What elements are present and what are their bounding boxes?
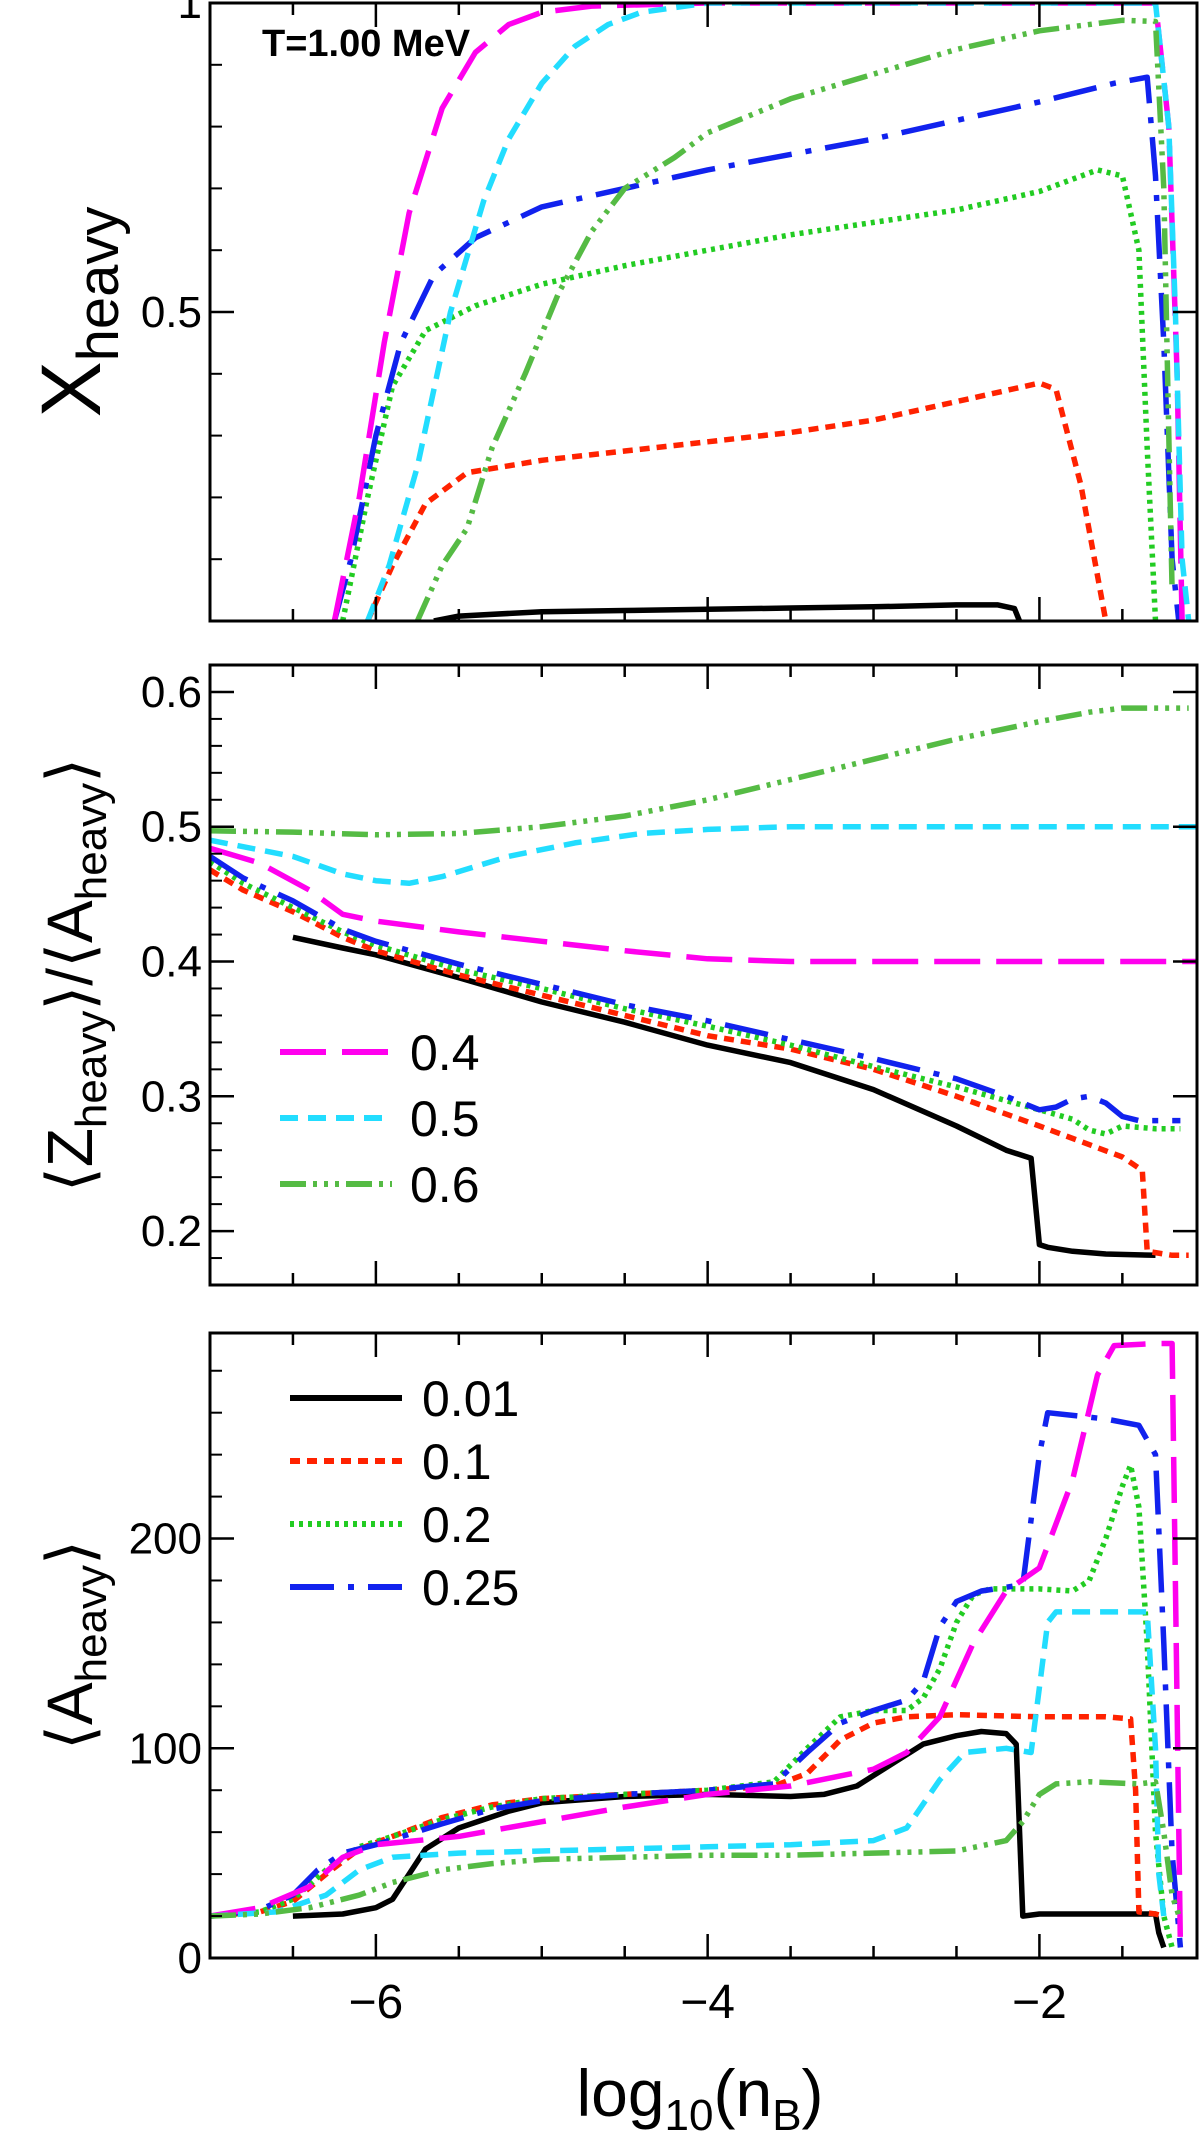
series-line-0-1: [365, 380, 1109, 621]
series-line-0-01: [433, 602, 1023, 621]
y-axis-title-part-2: heavy: [67, 1565, 116, 1682]
series-line-0-4: [210, 845, 1197, 965]
y-tick-label: 0.3: [141, 1072, 202, 1121]
temperature-annotation: T=1.00 MeV: [262, 23, 471, 65]
legend-label-0-2: 0.2: [422, 1497, 492, 1553]
series-line-0-01: [292, 1728, 1167, 1949]
series-group: [210, 1340, 1184, 1949]
x-tick-label: −2: [1012, 1976, 1067, 2029]
series-line-0-6: [210, 705, 1189, 838]
series-group: [331, 3, 1192, 621]
y-axis-title-part-1: ⟨Z: [34, 1128, 106, 1192]
y-axis-title-part-2: heavy: [67, 1011, 116, 1128]
panel-a-heavy: 0 100 200 −6 −4 −2 0.01 0.1 0.2 0.25 ⟨Aheavy⟩ lo…: [34, 1331, 1199, 2132]
series-line-0-5: [210, 1609, 1167, 1919]
series-group: [210, 705, 1197, 1259]
series-line-0-5: [210, 823, 1197, 887]
y-axis-title-part-3: ⟩: [34, 1540, 106, 1565]
series-line-0-6: [414, 17, 1175, 621]
x-axis-title-part-2: 10: [665, 2091, 714, 2132]
frame-x-heavy: [208, 1, 1199, 623]
y-tick-label: 0.5: [141, 288, 202, 337]
frame-z-over-a: [208, 663, 1199, 1287]
series-line-0-01: [292, 934, 1156, 1259]
plot-area-x-heavy: [331, 3, 1192, 621]
series-line-0-2: [210, 859, 1181, 1137]
ticks-a-heavy: 0 100 200 −6 −4 −2: [129, 1333, 1197, 2029]
ticks-z-over-a: 0.2 0.3 0.4 0.5 0.6: [141, 664, 1197, 1286]
x-axis-title-part-4: B: [772, 2091, 801, 2132]
y-axis-title-z-over-a: ⟨Zheavy⟩/⟨Aheavy⟩: [34, 758, 116, 1192]
y-tick-label: 100: [129, 1724, 202, 1773]
series-line-0-25: [210, 854, 1181, 1124]
plot-area-a-heavy: [210, 1340, 1184, 1949]
y-tick-label: 200: [129, 1515, 202, 1564]
series-line-0-25: [210, 1409, 1184, 1948]
x-tick-label: −6: [349, 1976, 404, 2029]
x-tick-label: −4: [680, 1976, 735, 2029]
frame-a-heavy: [208, 1331, 1199, 1960]
plot-area-z-over-a: [210, 705, 1197, 1259]
series-line-0-5: [365, 3, 1192, 621]
y-tick-label: 0.2: [141, 1207, 202, 1256]
y-tick-label: 1: [178, 0, 202, 28]
legend-z-over-a: 0.4 0.5 0.6: [280, 1025, 480, 1213]
x-axis-title: log10(nB): [576, 2056, 823, 2132]
legend-label-0-25: 0.25: [422, 1560, 519, 1616]
y-tick-label: 0.4: [141, 938, 202, 987]
y-axis-title-part-3: ⟩/⟨A: [34, 900, 106, 1011]
y-axis-title-sub: heavy: [66, 207, 131, 362]
y-axis-title-part-1: ⟨A: [34, 1682, 106, 1750]
y-axis-title-part-5: ⟩: [34, 758, 106, 783]
panel-z-over-a: 0.20.30.40.50.6 0.40.50.6 ⟨Zheavy⟩/⟨Ahea…: [34, 663, 1199, 1287]
series-line-0-2: [340, 167, 1159, 621]
y-axis-title-main: X: [24, 361, 118, 417]
legend-label-0-6: 0.6: [410, 1157, 480, 1213]
series-line-0-4: [210, 1340, 1184, 1948]
y-tick-label: 0.5: [141, 803, 202, 852]
x-axis-title-part-3: (n: [714, 2056, 773, 2130]
legend-label-0-5: 0.5: [410, 1091, 480, 1147]
x-axis-title-part-1: log: [576, 2056, 664, 2130]
y-axis-title-part-4: heavy: [67, 783, 116, 900]
legend-label-0-01: 0.01: [422, 1371, 519, 1427]
ticks-x-heavy: 0.51: [141, 0, 1197, 622]
series-line-0-6: [210, 1779, 1184, 1922]
y-tick-label: 0: [178, 1934, 202, 1983]
legend-a-heavy: 0.01 0.1 0.2 0.25: [290, 1371, 519, 1616]
y-axis-title-a-heavy: ⟨Aheavy⟩: [34, 1540, 116, 1750]
series-line-0-25: [331, 74, 1182, 621]
y-tick-label: 0.6: [141, 668, 202, 717]
panel-x-heavy: 0.51 T=1.00 MeV Xheavy: [24, 0, 1199, 623]
legend-label-0-4: 0.4: [410, 1025, 480, 1081]
series-line-0-2: [210, 1462, 1175, 1949]
x-axis-title-part-5: ): [802, 2056, 824, 2130]
legend-label-0-1: 0.1: [422, 1434, 492, 1490]
series-line-0-1: [210, 867, 1189, 1259]
y-axis-title-x-heavy: Xheavy: [24, 207, 131, 418]
